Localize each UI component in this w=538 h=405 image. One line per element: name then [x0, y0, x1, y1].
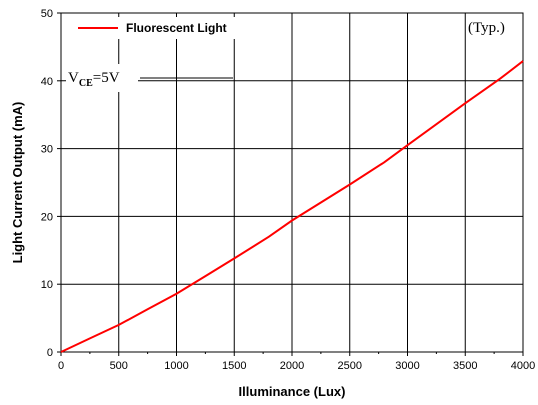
- condition-annotation: VCE=5V: [68, 70, 120, 89]
- legend-background: [68, 17, 272, 39]
- legend-label-fluorescent-light: Fluorescent Light: [126, 21, 227, 35]
- x-tick-label-500: 500: [110, 360, 128, 372]
- series-layer: [60, 60, 524, 353]
- grid: [61, 13, 523, 352]
- y-tick-label-10: 10: [41, 279, 53, 291]
- y-tick-label-0: 0: [47, 347, 53, 359]
- y-tick-label-20: 20: [41, 211, 53, 223]
- x-tick-label-4000: 4000: [511, 360, 535, 372]
- y-tick-label-30: 30: [41, 144, 53, 156]
- x-tick-label-2000: 2000: [280, 360, 304, 372]
- x-tick-label-1000: 1000: [164, 360, 188, 372]
- y-tick-label-40: 40: [41, 76, 53, 88]
- condition-background: [66, 64, 138, 92]
- legend: Fluorescent Light: [68, 17, 272, 39]
- plot-frame: [60, 12, 524, 353]
- y-tick-label-50: 50: [41, 8, 53, 20]
- x-tick-label-3500: 3500: [453, 360, 477, 372]
- x-axis-title: Illuminance (Lux): [239, 384, 346, 399]
- x-tick-label-2500: 2500: [338, 360, 362, 372]
- x-tick-label-0: 0: [58, 360, 64, 372]
- condition-main: V: [68, 70, 79, 86]
- typ-background: [466, 17, 518, 37]
- condition-value: =5V: [93, 70, 120, 86]
- ticks: 0 500 1000 1500 2000 2500 3000 3500 4000 0 10 20 30 4…: [41, 8, 535, 372]
- series-line-0: [60, 60, 524, 353]
- x-tick-label-3000: 3000: [395, 360, 419, 372]
- y-axis-title: Light Current Output (mA): [10, 102, 25, 264]
- x-tick-label-1500: 1500: [222, 360, 246, 372]
- typ-annotation: (Typ.): [468, 20, 505, 36]
- condition-subscript: CE: [79, 78, 93, 89]
